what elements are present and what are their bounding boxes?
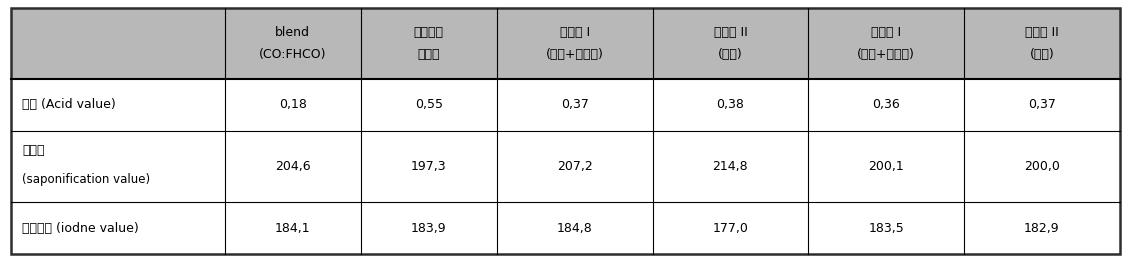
Text: 184,8: 184,8 [556, 222, 593, 234]
Text: 산가 (Acid value): 산가 (Acid value) [21, 99, 115, 111]
Text: (백토+활성탄): (백토+활성탄) [546, 48, 604, 61]
Bar [225, 8, 361, 79]
Bar [497, 8, 653, 79]
Bar [964, 202, 1120, 254]
Text: 183,9: 183,9 [411, 222, 447, 234]
Bar [653, 79, 809, 131]
Bar [497, 79, 653, 131]
Text: 0,37: 0,37 [1028, 99, 1055, 111]
Text: 0,38: 0,38 [717, 99, 744, 111]
Bar [809, 202, 964, 254]
Bar [964, 131, 1120, 202]
Text: 197,3: 197,3 [411, 160, 447, 173]
Text: 탈취유 I: 탈취유 I [871, 25, 901, 39]
Bar [11, 79, 225, 131]
Bar [497, 202, 653, 254]
Text: 탈색유 II: 탈색유 II [714, 25, 748, 39]
Bar [653, 131, 809, 202]
Text: 183,5: 183,5 [869, 222, 904, 234]
Bar [225, 131, 361, 202]
Bar [653, 8, 809, 79]
Text: 182,9: 182,9 [1024, 222, 1060, 234]
Text: (백토): (백토) [718, 48, 743, 61]
Text: blend: blend [275, 25, 310, 39]
Text: 교환유: 교환유 [417, 48, 440, 61]
Text: 207,2: 207,2 [556, 160, 593, 173]
Bar [225, 202, 361, 254]
Text: 204,6: 204,6 [275, 160, 311, 173]
Bar [809, 131, 964, 202]
Bar [653, 202, 809, 254]
Bar [809, 79, 964, 131]
Text: 0,18: 0,18 [279, 99, 307, 111]
Text: (saponification value): (saponification value) [21, 173, 150, 186]
Bar [11, 8, 225, 79]
Bar [11, 131, 225, 202]
Text: 214,8: 214,8 [713, 160, 749, 173]
Text: (CO:FHCO): (CO:FHCO) [259, 48, 327, 61]
Text: 0,37: 0,37 [561, 99, 588, 111]
Text: 검화가: 검화가 [21, 144, 44, 157]
Bar [964, 79, 1120, 131]
Text: 0,55: 0,55 [415, 99, 443, 111]
Bar [361, 202, 497, 254]
Text: 에스테르: 에스테르 [414, 25, 443, 39]
Bar [361, 79, 497, 131]
Bar [361, 131, 497, 202]
Bar [11, 202, 225, 254]
Bar [361, 8, 497, 79]
Text: 탈색유 I: 탈색유 I [560, 25, 589, 39]
Text: 200,0: 200,0 [1024, 160, 1060, 173]
Bar [809, 8, 964, 79]
Text: 177,0: 177,0 [713, 222, 749, 234]
Text: 요오드가 (iodne value): 요오드가 (iodne value) [21, 222, 139, 234]
Text: (백토): (백토) [1029, 48, 1054, 61]
Text: 184,1: 184,1 [275, 222, 311, 234]
Text: 0,36: 0,36 [872, 99, 900, 111]
Text: 200,1: 200,1 [869, 160, 904, 173]
Text: (백토+활성탄): (백토+활성탄) [857, 48, 915, 61]
Bar [964, 8, 1120, 79]
Text: 탈취유 II: 탈취유 II [1025, 25, 1059, 39]
Bar [225, 79, 361, 131]
Bar [497, 131, 653, 202]
